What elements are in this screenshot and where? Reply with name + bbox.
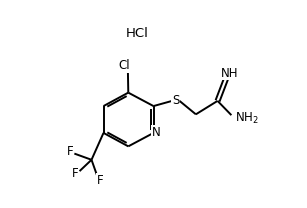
Text: Cl: Cl [119, 59, 130, 72]
Text: NH: NH [221, 67, 239, 79]
Text: S: S [172, 94, 180, 107]
Text: NH$_2$: NH$_2$ [235, 111, 259, 126]
Text: F: F [67, 145, 73, 158]
Text: F: F [96, 174, 103, 187]
Text: F: F [72, 167, 78, 180]
Text: HCl: HCl [126, 27, 148, 40]
Text: N: N [152, 126, 160, 139]
